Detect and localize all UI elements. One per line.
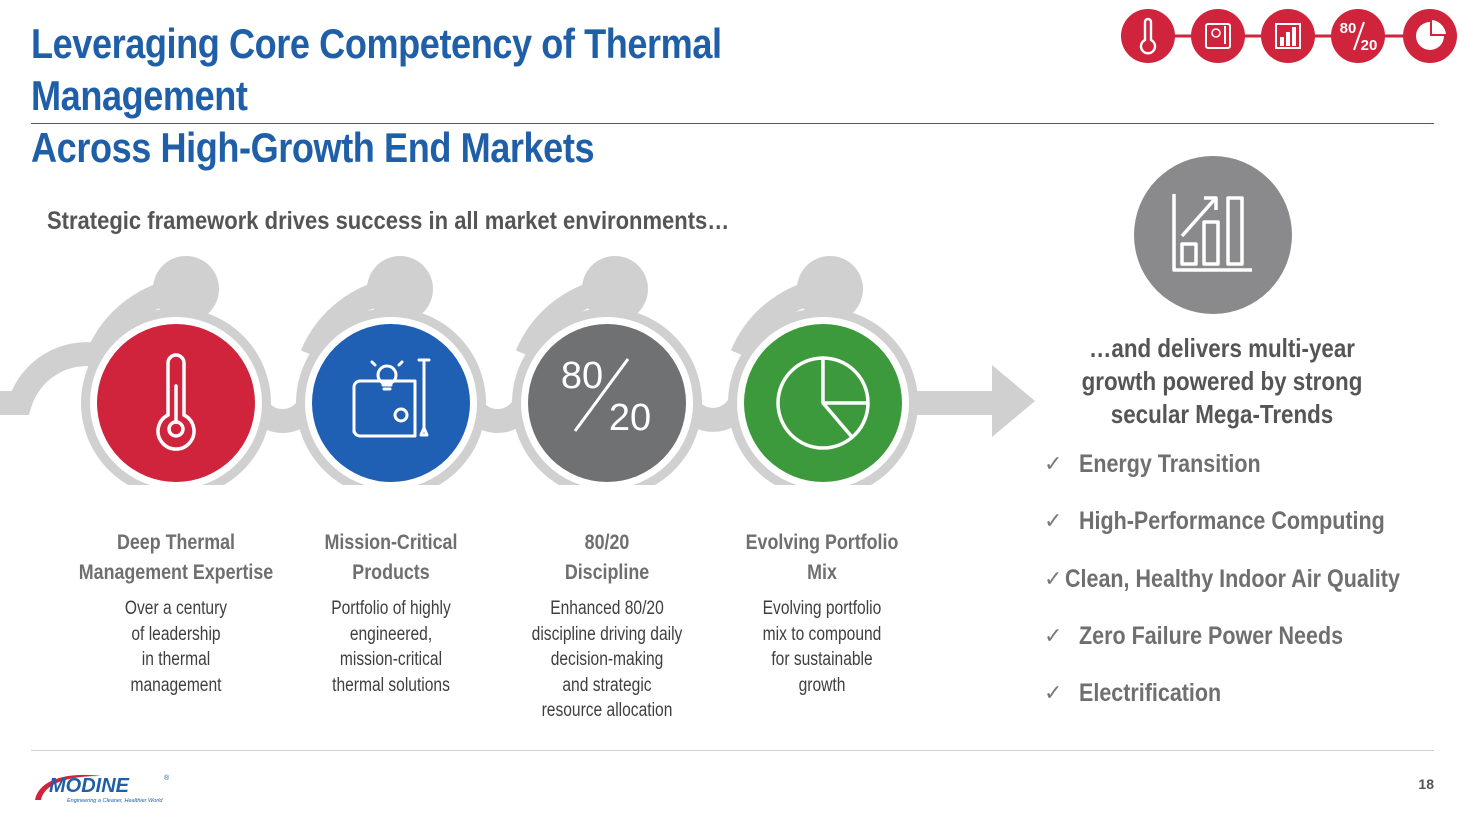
list-item: ✓ Electrification xyxy=(1044,677,1454,734)
logo-trademark: ® xyxy=(164,774,170,782)
check-icon: ✓ xyxy=(1044,508,1063,534)
footer-divider xyxy=(31,750,1434,751)
page-number: 18 xyxy=(1418,776,1434,792)
pillar-portfolio-mix: Evolving Portfolio Mix Evolving portfoli… xyxy=(702,528,942,698)
pillar-80-text: 80 xyxy=(561,355,603,397)
mega-trends-list: ✓ Energy Transition ✓ High-Performance C… xyxy=(1044,448,1454,734)
list-item: ✓ High-Performance Computing xyxy=(1044,505,1454,562)
eighty-twenty-icon: 80 20 xyxy=(1331,9,1385,63)
thermometer-icon xyxy=(156,353,196,451)
thermometer-icon xyxy=(1121,9,1175,63)
pillar-20-text: 20 xyxy=(609,397,651,439)
title-line-1: Leveraging Core Competency of Thermal Ma… xyxy=(31,20,722,119)
check-icon: ✓ xyxy=(1044,680,1063,706)
eighty-twenty-icon: 80 20 xyxy=(561,355,651,439)
pie-chart-icon xyxy=(1403,9,1457,63)
list-item: ✓ Zero Failure Power Needs xyxy=(1044,620,1454,677)
page-title: Leveraging Core Competency of Thermal Ma… xyxy=(31,18,891,174)
pillar-pie-circle xyxy=(744,324,902,482)
framework-icon-strip: 80 20 xyxy=(1121,9,1457,63)
pillar-thermal-expertise: Deep Thermal Management Expertise Over a… xyxy=(56,528,296,698)
trend-label: Energy Transition xyxy=(1079,450,1261,478)
framework-flow: 80 20 xyxy=(0,256,1035,485)
logo-wordmark: MODINE xyxy=(49,775,130,797)
trend-label: Electrification xyxy=(1079,679,1222,708)
pillar-heading: Deep Thermal Management Expertise xyxy=(78,531,274,584)
blueprint-icon xyxy=(352,358,431,438)
trend-label: Clean, Healthy Indoor Air Quality xyxy=(1064,564,1400,593)
top-icon-80-text: 80 xyxy=(1340,20,1357,37)
check-icon: ✓ xyxy=(1044,451,1063,476)
growth-chart-icon xyxy=(1134,156,1292,314)
title-divider xyxy=(31,123,1434,124)
check-icon: ✓ xyxy=(1044,565,1063,591)
pillar-description: Enhanced 80/20 discipline driving daily … xyxy=(531,598,683,721)
growth-statement: …and delivers multi-year growth powered … xyxy=(1081,333,1363,429)
logo-tagline: Engineering a Cleaner, Healthier World xyxy=(67,798,163,804)
pillar-description: Portfolio of highly engineered, mission-… xyxy=(331,598,451,696)
framework-subtitle: Strategic framework drives success in al… xyxy=(47,207,730,235)
trend-label: Zero Failure Power Needs xyxy=(1079,621,1344,650)
pie-chart-icon xyxy=(776,356,870,450)
pillar-description: Over a century of leadership in thermal … xyxy=(124,598,228,696)
pillar-blueprint-circle xyxy=(312,324,470,482)
modine-logo: MODINE ® Engineering a Cleaner, Healthie… xyxy=(35,774,170,804)
list-item: ✓ Clean, Healthy Indoor Air Quality xyxy=(1044,563,1454,620)
pillar-description: Evolving portfolio mix to compound for s… xyxy=(762,598,882,696)
top-icon-20-text: 20 xyxy=(1361,37,1378,54)
pillar-thermometer-circle xyxy=(97,324,255,482)
pillar-eighty-twenty-circle: 80 20 xyxy=(528,324,686,482)
blueprint-icon xyxy=(1191,9,1245,63)
title-line-2: Across High-Growth End Markets xyxy=(31,124,595,171)
pillar-heading: Mission-Critical Products xyxy=(324,531,458,584)
bar-chart-icon xyxy=(1261,9,1315,63)
pillar-heading: Evolving Portfolio Mix xyxy=(745,531,899,584)
list-item: ✓ Energy Transition xyxy=(1044,448,1454,505)
pillar-eighty-twenty: 80/20 Discipline Enhanced 80/20 discipli… xyxy=(487,528,727,724)
pillar-heading: 80/20 Discipline xyxy=(564,531,650,584)
check-icon: ✓ xyxy=(1044,622,1063,648)
pillar-mission-critical: Mission-Critical Products Portfolio of h… xyxy=(271,528,511,698)
trend-label: High-Performance Computing xyxy=(1079,507,1385,536)
